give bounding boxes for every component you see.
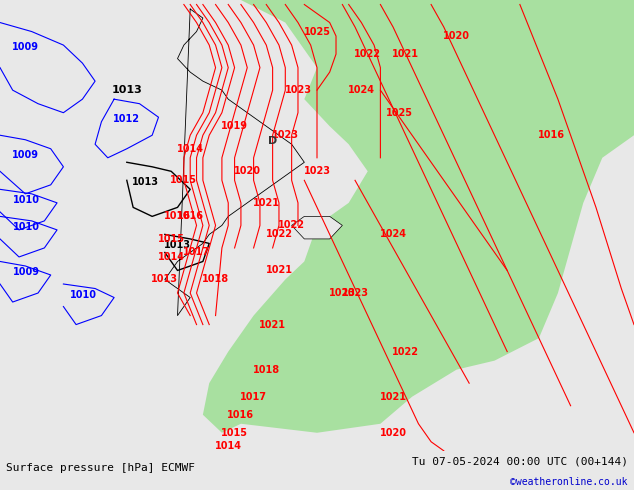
Text: 1009: 1009 bbox=[12, 42, 39, 51]
Polygon shape bbox=[292, 217, 342, 239]
Text: 1014: 1014 bbox=[158, 252, 184, 262]
Text: 1010: 1010 bbox=[13, 222, 40, 232]
Text: 1025: 1025 bbox=[386, 108, 413, 118]
Text: 1014: 1014 bbox=[215, 441, 242, 451]
Text: Surface pressure [hPa] ECMWF: Surface pressure [hPa] ECMWF bbox=[6, 464, 195, 473]
Text: 1016: 1016 bbox=[164, 211, 191, 221]
Text: 1012: 1012 bbox=[113, 114, 140, 123]
Text: 1018: 1018 bbox=[202, 274, 229, 285]
Text: 1013: 1013 bbox=[133, 177, 159, 187]
Text: 1020: 1020 bbox=[443, 31, 470, 41]
Text: 1023: 1023 bbox=[272, 130, 299, 140]
Text: D: D bbox=[268, 136, 277, 146]
Text: 1024: 1024 bbox=[380, 229, 406, 240]
Text: 1023: 1023 bbox=[304, 166, 330, 176]
Text: 1021: 1021 bbox=[392, 49, 419, 59]
Text: 1022: 1022 bbox=[392, 346, 419, 357]
Text: 1023: 1023 bbox=[329, 288, 356, 298]
Text: 1015: 1015 bbox=[171, 175, 197, 185]
Text: 1021: 1021 bbox=[266, 266, 292, 275]
Text: 1019: 1019 bbox=[221, 121, 248, 131]
Text: 1009: 1009 bbox=[12, 150, 39, 160]
Text: 1014: 1014 bbox=[177, 144, 204, 154]
Text: 1018: 1018 bbox=[253, 365, 280, 375]
Text: 1023: 1023 bbox=[285, 85, 311, 95]
Text: 1017: 1017 bbox=[183, 247, 210, 257]
Text: 1024: 1024 bbox=[348, 85, 375, 95]
Text: 1016: 1016 bbox=[228, 410, 254, 420]
Text: 1015: 1015 bbox=[221, 428, 248, 438]
Polygon shape bbox=[203, 262, 330, 433]
Polygon shape bbox=[241, 0, 634, 433]
Text: 1016: 1016 bbox=[538, 130, 565, 140]
Text: 1013: 1013 bbox=[152, 274, 178, 285]
Text: 1021: 1021 bbox=[253, 198, 280, 208]
Text: 1023: 1023 bbox=[342, 288, 368, 298]
Text: 1021: 1021 bbox=[380, 392, 406, 402]
Text: 1022: 1022 bbox=[354, 49, 381, 59]
Text: 1013: 1013 bbox=[112, 85, 142, 95]
Text: 1020: 1020 bbox=[380, 428, 406, 438]
Text: 1009: 1009 bbox=[13, 267, 40, 277]
Text: 1015: 1015 bbox=[158, 234, 184, 244]
Text: 1016: 1016 bbox=[177, 211, 204, 221]
Text: 1022: 1022 bbox=[278, 220, 305, 230]
Text: 1010: 1010 bbox=[70, 290, 97, 299]
Text: 1025: 1025 bbox=[304, 26, 330, 37]
Text: 1022: 1022 bbox=[266, 229, 292, 240]
Text: Tu 07-05-2024 00:00 UTC (00+144): Tu 07-05-2024 00:00 UTC (00+144) bbox=[411, 457, 628, 467]
Text: 1017: 1017 bbox=[240, 392, 267, 402]
Text: ©weatheronline.co.uk: ©weatheronline.co.uk bbox=[510, 477, 628, 487]
Text: 1021: 1021 bbox=[259, 319, 286, 330]
Text: 1020: 1020 bbox=[234, 166, 261, 176]
Text: 1013: 1013 bbox=[164, 240, 191, 250]
Text: 1010: 1010 bbox=[13, 195, 40, 205]
